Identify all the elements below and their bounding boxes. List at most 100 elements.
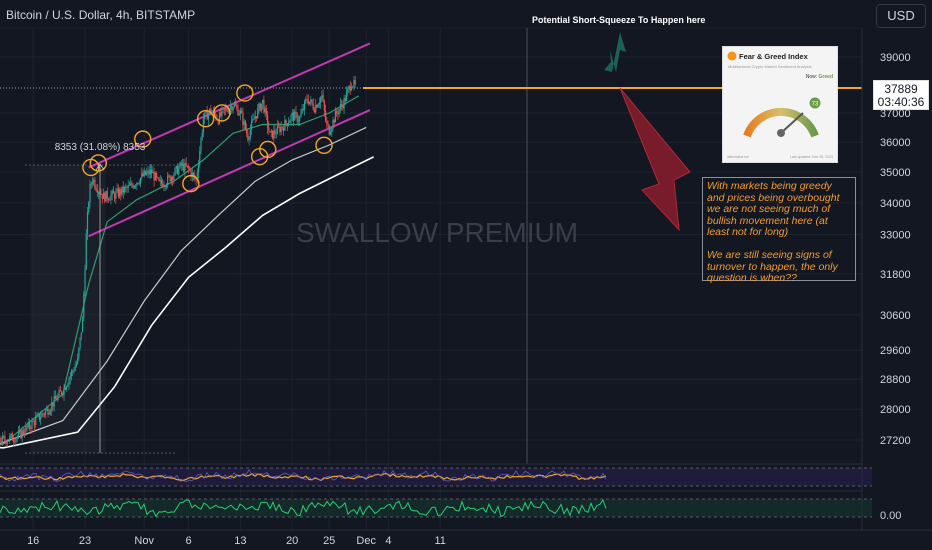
candle-body <box>343 98 345 109</box>
candle-body <box>162 183 164 187</box>
fear-greed-now-value: Greed <box>818 74 833 80</box>
candle-body <box>317 104 319 108</box>
candle-body <box>65 386 68 390</box>
candle-body <box>74 366 76 371</box>
candle-body <box>110 194 112 201</box>
time-tick-label: 11 <box>434 535 445 547</box>
candle-body <box>88 202 90 213</box>
candle-body <box>27 422 29 428</box>
candle-body <box>111 190 113 195</box>
candle-body <box>283 127 285 131</box>
candle-body <box>233 104 235 108</box>
candle-body <box>7 440 10 442</box>
note-paragraph: With markets being greedy and prices bei… <box>707 180 840 239</box>
candle-body <box>353 80 355 87</box>
candle-body <box>149 169 152 175</box>
candle-body <box>197 164 200 173</box>
candle-body <box>175 165 177 169</box>
candle-body <box>19 430 21 432</box>
candle-body <box>347 88 349 93</box>
candle-body <box>141 173 143 178</box>
candle-body <box>324 110 327 121</box>
candle-body <box>147 170 149 173</box>
rsi-panel <box>0 463 872 487</box>
candle-body <box>310 99 312 102</box>
candle-body <box>174 168 176 176</box>
candle-body <box>64 387 66 390</box>
candle-body <box>301 108 303 114</box>
candle-body <box>31 421 33 429</box>
candle-body <box>152 171 154 174</box>
pivot-circle <box>182 174 200 193</box>
candle-body <box>302 108 304 110</box>
candle-body <box>153 171 155 181</box>
time-tick-label: 16 <box>27 535 39 547</box>
pivot-circle <box>89 154 108 172</box>
candle-body <box>6 441 8 444</box>
fear-greed-now: Now: Greed <box>806 74 833 80</box>
candle-body <box>130 183 132 186</box>
candle-body <box>284 120 286 131</box>
candle-body <box>116 188 118 192</box>
candle-body <box>155 173 158 178</box>
candle-body <box>217 119 219 124</box>
candle-body <box>239 110 242 115</box>
candle-body <box>333 119 335 123</box>
candle-body <box>290 115 292 121</box>
currency-button[interactable]: USD <box>876 4 926 28</box>
candle-body <box>260 103 263 111</box>
candle-body <box>62 394 64 396</box>
candle-body <box>320 97 322 103</box>
candle-body <box>204 112 206 119</box>
candle-body <box>43 414 45 415</box>
candle-body <box>295 111 297 114</box>
candle-body <box>98 192 100 193</box>
candle-body <box>49 410 52 413</box>
candle-body <box>307 100 309 105</box>
candle-body <box>120 189 122 195</box>
candle-body <box>274 130 276 134</box>
candle-body <box>37 413 39 416</box>
time-tick-label: Nov <box>134 535 154 547</box>
candle-body <box>304 100 306 110</box>
candle-body <box>42 413 44 415</box>
candle-body <box>94 179 96 188</box>
channel-upper-line <box>88 42 371 169</box>
candle-body <box>311 99 313 104</box>
candle-body <box>242 112 244 126</box>
gauge-arc <box>743 107 819 138</box>
candle-body <box>227 110 229 113</box>
candle-body <box>112 190 115 194</box>
candle-body <box>294 111 296 121</box>
candle-body <box>172 177 174 181</box>
candle-body <box>236 105 238 108</box>
candle-body <box>321 95 323 98</box>
candle-body <box>125 187 127 188</box>
candle-body <box>154 173 156 181</box>
candle-body <box>180 162 182 166</box>
candle-body <box>128 185 131 187</box>
candle-body <box>117 188 119 197</box>
candle-body <box>100 193 102 195</box>
candle-body <box>322 95 324 101</box>
price-tick-label: 33000 <box>880 230 911 242</box>
symbol-title: Bitcoin / U.S. Dollar, 4h, BITSTAMP <box>6 8 196 22</box>
fear-greed-subtitle: Multifactorial Crypto Market Sentiment A… <box>728 64 812 69</box>
candle-body <box>10 433 12 436</box>
candle-body <box>215 113 217 119</box>
candle-body <box>169 175 171 182</box>
candle-body <box>173 175 175 181</box>
gauge-score: 73 <box>812 102 819 108</box>
candle-body <box>20 430 22 439</box>
candle-body <box>90 183 92 185</box>
candle-body <box>70 371 73 376</box>
time-axis: 16 23 Nov 6 13 20 25 Dec 4 11 <box>27 535 446 547</box>
selection-range <box>30 165 106 453</box>
candle-body <box>28 422 31 428</box>
candle-body <box>101 194 103 199</box>
candle-body <box>48 412 50 415</box>
candle-body <box>84 269 86 294</box>
time-tick-label: 6 <box>186 535 192 547</box>
candle-body <box>47 408 49 415</box>
candle-body <box>167 175 169 186</box>
